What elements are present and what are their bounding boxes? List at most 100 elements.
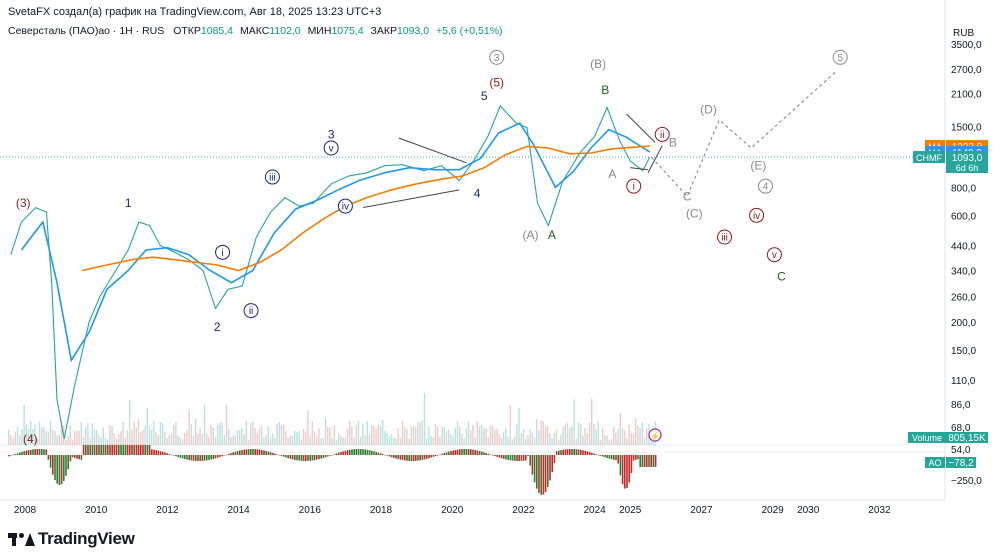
wave-label-circle — [323, 140, 339, 156]
volume-bar — [122, 421, 124, 445]
volume-bar — [212, 427, 214, 445]
ao-bar — [25, 450, 28, 455]
ao-bar — [428, 455, 430, 459]
volume-bar — [47, 431, 49, 445]
volume-bar — [52, 430, 54, 445]
ao-bar — [599, 455, 602, 456]
volume-bar — [366, 421, 368, 445]
ao-bar — [126, 445, 129, 455]
volume-bar — [309, 435, 311, 445]
ao-bar — [533, 455, 536, 483]
ao-bar — [419, 455, 421, 461]
volume-bar — [27, 428, 30, 445]
volume-bar — [230, 436, 232, 445]
volume-bar — [621, 428, 624, 445]
ao-bar — [404, 455, 406, 461]
ao-bar — [263, 450, 265, 455]
y-tick-label: 3500,0 — [951, 40, 982, 51]
volume-bar — [551, 437, 553, 445]
symbol-title[interactable]: Северсталь (ПАО)ао · 1Н · RUS — [8, 25, 165, 37]
y-tick-label: 600,0 — [951, 211, 976, 222]
ao-bar — [34, 449, 36, 455]
ao-bar — [577, 449, 580, 455]
ao-bar — [243, 449, 245, 455]
ao-bar — [331, 454, 333, 456]
wave-label: (D) — [700, 103, 717, 117]
ao-bar — [399, 455, 402, 460]
volume-bar — [206, 433, 208, 445]
ao-bar — [313, 455, 316, 461]
ao-bar — [307, 455, 309, 461]
ao-bar — [544, 455, 547, 492]
volume-bar — [74, 431, 76, 445]
ao-bar — [111, 445, 113, 455]
volume-bar — [602, 427, 604, 445]
ao-bar — [538, 455, 540, 493]
tradingview-brand[interactable]: TradingView — [8, 529, 135, 549]
volume-bar — [298, 430, 300, 445]
volume-bar — [137, 419, 140, 445]
volume-bar — [344, 438, 346, 445]
volume-bar — [179, 437, 181, 445]
ao-bar — [551, 455, 553, 473]
volume-bar — [375, 428, 377, 445]
ao-bar — [525, 455, 527, 461]
ao-bar — [373, 451, 375, 455]
volume-bar — [19, 435, 21, 445]
ao-bar — [617, 455, 619, 464]
volume-bar — [96, 430, 98, 445]
ao-bar — [588, 452, 591, 455]
volume-bar — [338, 433, 340, 445]
ao-bar — [566, 449, 569, 455]
ao-bar — [472, 449, 474, 455]
volume-bar — [441, 426, 443, 445]
ao-bar — [450, 450, 452, 455]
volume-bar — [443, 427, 445, 445]
volume-bar — [118, 433, 120, 445]
ao-bar — [324, 455, 327, 458]
ao-bar — [69, 455, 72, 462]
volume-bar — [300, 439, 302, 445]
y-tick-label: 340,0 — [951, 267, 976, 278]
volume-bar — [456, 421, 459, 445]
ao-bar — [652, 455, 655, 467]
wave-label: 4 — [763, 182, 769, 193]
ao-bar — [256, 449, 259, 455]
volume-bar — [291, 435, 294, 445]
ao-bar — [368, 450, 371, 455]
ao-bar — [430, 455, 432, 458]
volume-bar — [135, 427, 137, 445]
wave-label-circle — [757, 178, 773, 194]
ao-bar — [646, 455, 648, 467]
volume-bar — [610, 439, 613, 445]
ao-bar — [518, 455, 520, 461]
volume-bar — [514, 436, 516, 445]
ao-bar — [346, 450, 349, 455]
ao-bar — [406, 455, 408, 461]
ao-bar — [610, 455, 613, 460]
volume-bar — [487, 437, 489, 445]
ao-bar — [635, 455, 637, 460]
ao-bar — [564, 449, 567, 455]
ao-bar — [604, 455, 606, 458]
volume-bar — [126, 430, 129, 445]
volume-bar — [56, 435, 58, 445]
volume-bar — [287, 437, 289, 445]
ao-bar — [254, 449, 256, 455]
volume-bar — [269, 438, 272, 445]
ao-bar — [184, 455, 186, 460]
volume-bar — [360, 436, 362, 445]
ao-label: AO — [928, 458, 941, 468]
ao-bar — [197, 455, 199, 461]
x-tick-label: 2018 — [370, 505, 393, 516]
ao-bar — [214, 455, 217, 459]
wave-label-circle — [215, 244, 231, 260]
volume-bar — [544, 426, 547, 445]
ao-bar — [342, 451, 344, 455]
volume-bar — [652, 438, 654, 445]
volume-bar — [316, 436, 318, 445]
volume-bar — [624, 430, 626, 445]
ao-bar — [467, 449, 470, 455]
trendline — [647, 145, 663, 173]
